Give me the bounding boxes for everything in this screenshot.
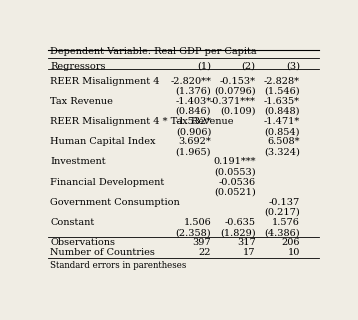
Text: -1.403*: -1.403* (175, 97, 211, 106)
Text: (0.848): (0.848) (265, 107, 300, 116)
Text: -1.532*: -1.532* (175, 117, 211, 126)
Text: Financial Development: Financial Development (50, 178, 165, 187)
Text: (2): (2) (242, 62, 256, 71)
Text: Constant: Constant (50, 218, 95, 227)
Text: -1.635*: -1.635* (264, 97, 300, 106)
Text: (1.546): (1.546) (264, 87, 300, 96)
Text: 317: 317 (237, 238, 256, 247)
Text: -2.820**: -2.820** (170, 76, 211, 85)
Text: 3.692*: 3.692* (179, 137, 211, 146)
Text: (0.109): (0.109) (220, 107, 256, 116)
Text: (0.0553): (0.0553) (214, 167, 256, 177)
Text: (0.217): (0.217) (264, 208, 300, 217)
Text: (0.854): (0.854) (265, 127, 300, 136)
Text: REER Misalignment 4 * Tax Revenue: REER Misalignment 4 * Tax Revenue (50, 117, 234, 126)
Text: Investment: Investment (50, 157, 106, 166)
Text: (2.358): (2.358) (175, 228, 211, 237)
Text: Observations: Observations (50, 238, 115, 247)
Text: 206: 206 (281, 238, 300, 247)
Text: 0.191***: 0.191*** (213, 157, 256, 166)
Text: Number of Countries: Number of Countries (50, 248, 155, 257)
Text: -0.137: -0.137 (269, 198, 300, 207)
Text: Human Capital Index: Human Capital Index (50, 137, 156, 146)
Text: -0.0536: -0.0536 (218, 178, 256, 187)
Text: (4.386): (4.386) (264, 228, 300, 237)
Text: (0.906): (0.906) (176, 127, 211, 136)
Text: 10: 10 (287, 248, 300, 257)
Text: 397: 397 (193, 238, 211, 247)
Text: -0.635: -0.635 (224, 218, 256, 227)
Text: -1.471*: -1.471* (264, 117, 300, 126)
Text: (0.0521): (0.0521) (214, 188, 256, 197)
Text: REER Misalignment 4: REER Misalignment 4 (50, 76, 160, 85)
Text: 22: 22 (199, 248, 211, 257)
Text: Dependent Variable: Real GDP per Capita: Dependent Variable: Real GDP per Capita (50, 47, 257, 56)
Text: 17: 17 (243, 248, 256, 257)
Text: 1.576: 1.576 (272, 218, 300, 227)
Text: -0.153*: -0.153* (219, 76, 256, 85)
Text: (1.376): (1.376) (175, 87, 211, 96)
Text: (1): (1) (197, 62, 211, 71)
Text: (3.324): (3.324) (264, 147, 300, 156)
Text: Standard errors in parentheses: Standard errors in parentheses (50, 261, 187, 270)
Text: (1.829): (1.829) (220, 228, 256, 237)
Text: -2.828*: -2.828* (264, 76, 300, 85)
Text: 6.508*: 6.508* (267, 137, 300, 146)
Text: (1.965): (1.965) (176, 147, 211, 156)
Text: Tax Revenue: Tax Revenue (50, 97, 113, 106)
Text: Regressors: Regressors (50, 62, 106, 71)
Text: (0.846): (0.846) (176, 107, 211, 116)
Text: Government Consumption: Government Consumption (50, 198, 180, 207)
Text: (3): (3) (286, 62, 300, 71)
Text: 1.506: 1.506 (183, 218, 211, 227)
Text: -0.371***: -0.371*** (210, 97, 256, 106)
Text: (0.0796): (0.0796) (214, 87, 256, 96)
